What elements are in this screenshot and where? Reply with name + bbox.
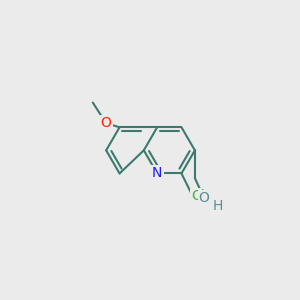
Text: O: O (101, 116, 112, 130)
Text: Cl: Cl (191, 189, 205, 203)
Text: N: N (152, 167, 162, 180)
Text: H: H (213, 200, 223, 214)
Text: O: O (199, 191, 209, 205)
